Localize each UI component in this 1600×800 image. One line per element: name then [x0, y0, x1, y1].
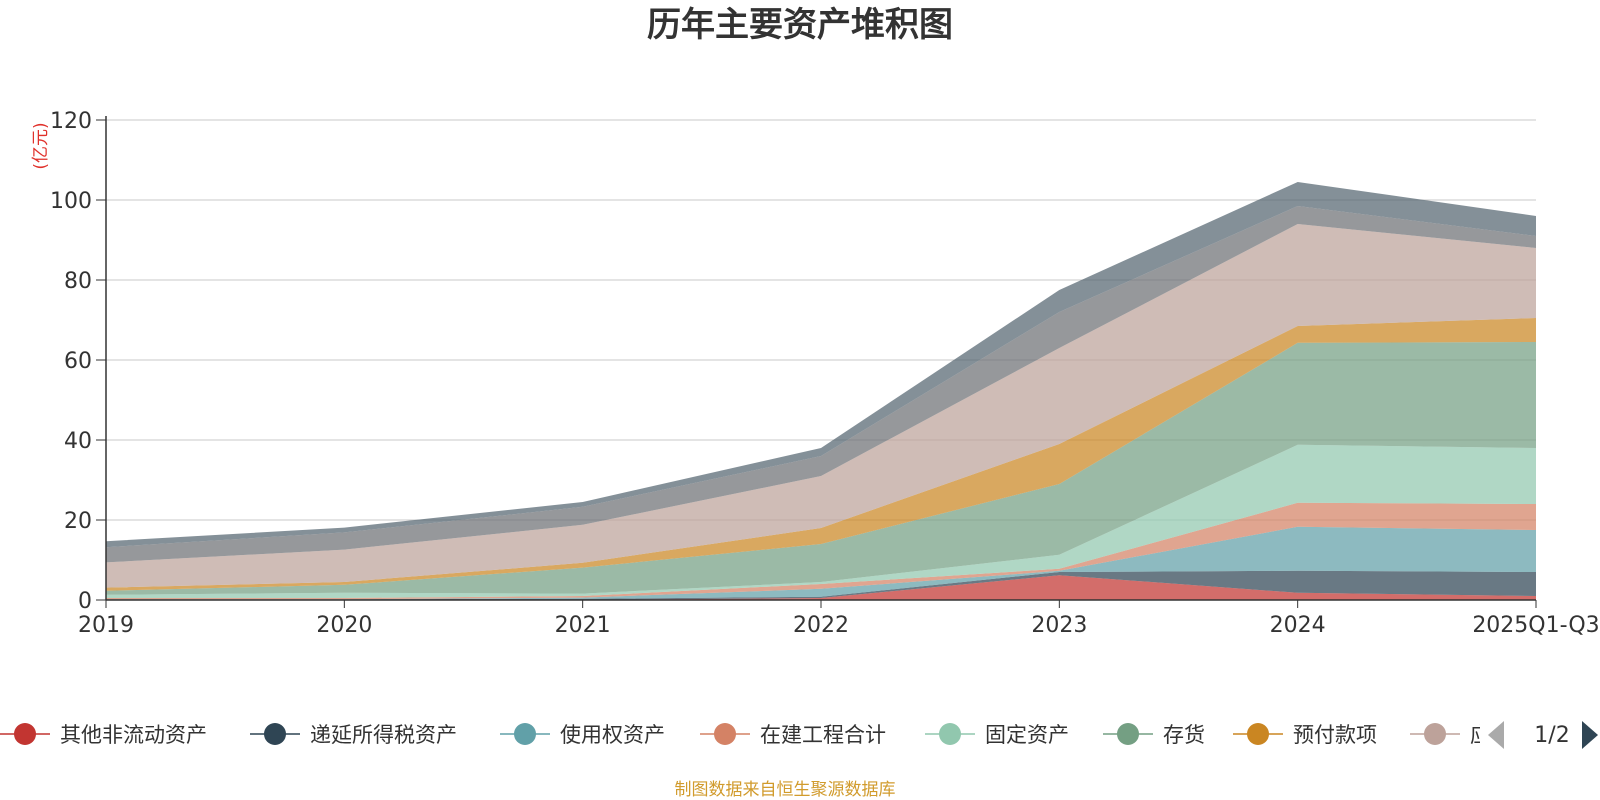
legend-label: 其他非流动资产 — [60, 723, 207, 747]
area-series-group — [106, 182, 1536, 600]
legend-dot-marker — [939, 723, 961, 745]
x-tick-label: 2023 — [1031, 613, 1087, 638]
data-source-note: 制图数据来自恒生聚源数据库 — [675, 780, 896, 800]
area-其他非流动资产 — [106, 575, 1536, 600]
legend-label: 递延所得税资产 — [310, 723, 457, 747]
area-使用权资产 — [106, 526, 1536, 600]
legend-items: 其他非流动资产 递延所得税资产 使用权资产 在建工程合计 固定资产 存货 预付款项 应收账款 — [0, 723, 1554, 747]
prev-page-arrow-icon[interactable] — [1488, 721, 1504, 749]
legend-label: 在建工程合计 — [760, 723, 886, 747]
next-page-arrow-icon[interactable] — [1582, 721, 1598, 749]
area-存货 — [106, 342, 1536, 595]
legend-dot-marker — [1247, 723, 1269, 745]
legend-dot-marker — [514, 723, 536, 745]
area-在建工程合计 — [106, 502, 1536, 600]
x-tick-label: 2020 — [316, 613, 372, 638]
legend-dot-marker — [714, 723, 736, 745]
y-tick-label: 120 — [50, 109, 92, 134]
legend: 其他非流动资产 递延所得税资产 使用权资产 在建工程合计 固定资产 存货 预付款项 应收账款1… — [0, 721, 1598, 749]
legend-label: 预付款项 — [1293, 723, 1377, 747]
legend-dot-marker — [1424, 723, 1446, 745]
area-递延所得税资产 — [106, 570, 1536, 600]
x-tick-label: 2019 — [78, 613, 134, 638]
area-应收账款 — [106, 224, 1536, 588]
legend-page-indicator: 1/2 — [1534, 723, 1569, 748]
chart-title: 历年主要资产堆积图 — [647, 5, 953, 45]
legend-dot-marker — [14, 723, 36, 745]
legend-label: 应收账款 — [1470, 723, 1554, 747]
legend-item[interactable]: 存货 — [1103, 723, 1205, 747]
area-固定资产 — [106, 444, 1536, 598]
legend-item[interactable]: 递延所得税资产 — [250, 723, 457, 747]
y-tick-label: 80 — [64, 269, 92, 294]
legend-item[interactable]: 应收账款 — [1410, 723, 1554, 747]
y-tick-label: 20 — [64, 509, 92, 534]
legend-label: 存货 — [1163, 723, 1205, 747]
legend-item[interactable]: 固定资产 — [925, 723, 1069, 747]
x-tick-label: 2025Q1-Q3 — [1472, 613, 1599, 638]
legend-item[interactable]: 其他非流动资产 — [0, 723, 207, 747]
legend-label: 固定资产 — [985, 723, 1069, 747]
y-tick-label: 100 — [50, 189, 92, 214]
area-预付款项 — [106, 318, 1536, 591]
legend-item[interactable]: 在建工程合计 — [700, 723, 886, 747]
legend-dot-marker — [264, 723, 286, 745]
legend-dot-marker — [1117, 723, 1139, 745]
legend-label: 使用权资产 — [560, 723, 665, 747]
legend-item[interactable]: 使用权资产 — [500, 723, 665, 747]
x-tick-label: 2021 — [555, 613, 611, 638]
x-tick-label: 2022 — [793, 613, 849, 638]
legend-item[interactable]: 预付款项 — [1233, 723, 1377, 747]
x-tick-label: 2024 — [1270, 613, 1326, 638]
y-tick-label: 0 — [78, 589, 92, 614]
y-tick-label: 40 — [64, 429, 92, 454]
y-axis-unit: (亿元) — [31, 122, 51, 169]
y-tick-label: 60 — [64, 349, 92, 374]
axes: 0 20 40 60 80 100 120 2019 2020 2021 2022 2023 2024 2… — [50, 109, 1600, 638]
